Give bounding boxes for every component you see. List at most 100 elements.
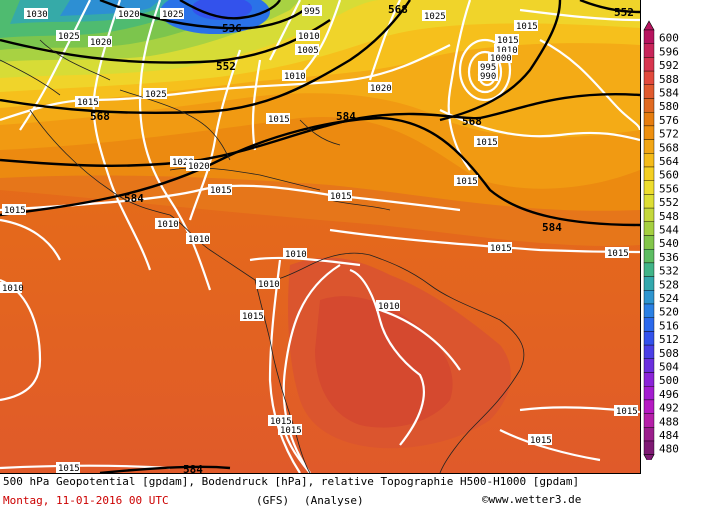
scale-swatch bbox=[643, 440, 655, 455]
scale-swatch bbox=[643, 70, 655, 85]
weather-map: 1030 1020 1025 1025 1020 995 1025 1015 1… bbox=[0, 0, 641, 474]
isobar-label: 1015 bbox=[77, 98, 99, 108]
isobar-label: 1010 bbox=[188, 235, 210, 245]
scale-swatch bbox=[643, 248, 655, 264]
isobar-label: 1015 bbox=[280, 426, 302, 436]
isobar-label: 1020 bbox=[188, 162, 210, 172]
isobar-label: 1015 bbox=[497, 36, 519, 46]
scale-swatch bbox=[643, 207, 655, 223]
isobar-label: 1015 bbox=[516, 22, 538, 32]
isobar-label: 1010 bbox=[378, 302, 400, 312]
scale-label: 512 bbox=[659, 333, 679, 346]
geopotential-label: 552 bbox=[216, 60, 236, 73]
scale-label: 532 bbox=[659, 265, 679, 278]
isobar-label: 1020 bbox=[90, 38, 112, 48]
scale-swatch bbox=[643, 317, 655, 332]
scale-swatch bbox=[643, 262, 655, 277]
scale-label: 536 bbox=[659, 251, 679, 264]
scale-swatch bbox=[643, 139, 655, 154]
scale-swatch bbox=[643, 276, 655, 291]
run-type: (Analyse) bbox=[304, 494, 364, 507]
scale-label: 496 bbox=[659, 388, 679, 401]
scale-label: 560 bbox=[659, 169, 679, 182]
scale-arrow-up bbox=[643, 20, 655, 31]
map-canvas: 1030 1020 1025 1025 1020 995 1025 1015 1… bbox=[0, 0, 640, 473]
isobar-label: 1015 bbox=[58, 464, 80, 473]
isobar-label: 1015 bbox=[210, 186, 232, 196]
isobar-labels: 1030 1020 1025 1025 1020 995 1025 1015 1… bbox=[0, 5, 638, 473]
scale-swatch bbox=[643, 125, 655, 140]
geopotential-label: 584 bbox=[124, 192, 144, 205]
scale-swatch bbox=[643, 235, 655, 250]
geopotential-label: 568 bbox=[462, 115, 482, 128]
scale-swatch bbox=[643, 98, 655, 113]
map-date: Montag, 11-01-2016 00 UTC bbox=[3, 494, 169, 507]
color-scale-legend: 600 596 592 588 584 580 576 572 568 564 560 556 552 5… bbox=[640, 20, 704, 465]
scale-label: 484 bbox=[659, 429, 679, 442]
isobar-label: 1025 bbox=[162, 10, 184, 20]
isobar-label: 1000 bbox=[490, 54, 512, 64]
scale-swatch bbox=[643, 344, 655, 360]
scale-swatch bbox=[643, 413, 655, 428]
scale-label: 580 bbox=[659, 100, 679, 113]
geopotential-label: 568 bbox=[90, 110, 110, 123]
geopotential-labels: 536 552 568 568 584 584 552 568 584 584 bbox=[90, 3, 634, 473]
scale-label: 552 bbox=[659, 196, 679, 209]
geopotential-label: 568 bbox=[388, 3, 408, 16]
isobar-label: 1015 bbox=[456, 177, 478, 187]
isobar-label: 1025 bbox=[58, 32, 80, 42]
scale-label: 488 bbox=[659, 415, 679, 428]
geopotential-label: 552 bbox=[614, 6, 634, 19]
isobar-label: 1025 bbox=[145, 90, 167, 100]
field-520 bbox=[192, 0, 252, 20]
isobar-label: 1015 bbox=[476, 138, 498, 148]
scale-label: 516 bbox=[659, 319, 679, 332]
scale-swatch bbox=[643, 180, 655, 195]
scale-swatch bbox=[643, 331, 655, 346]
scale-swatch bbox=[643, 290, 655, 305]
scale-label: 556 bbox=[659, 182, 679, 195]
isobar-label: 1015 bbox=[268, 115, 290, 125]
isobar-label: 1030 bbox=[26, 10, 48, 20]
isobar-label: 1015 bbox=[270, 417, 292, 427]
geopotential-lines bbox=[0, 0, 640, 473]
isobar-label: 1010 bbox=[157, 220, 179, 230]
scale-swatch bbox=[643, 372, 655, 387]
scale-label: 492 bbox=[659, 402, 679, 415]
scale-label: 592 bbox=[659, 59, 679, 72]
scale-label: 500 bbox=[659, 374, 679, 387]
isobar-label: 1015 bbox=[490, 244, 512, 254]
isobar-label: 995 bbox=[304, 7, 320, 17]
isobar-label: 1015 bbox=[616, 407, 638, 417]
scale-swatch bbox=[643, 57, 655, 72]
scale-swatch bbox=[643, 29, 655, 44]
scale-label: 564 bbox=[659, 155, 679, 168]
isobar-lines bbox=[0, 0, 640, 473]
scale-label: 572 bbox=[659, 128, 679, 141]
scale-label: 596 bbox=[659, 45, 679, 58]
isobar-label: 1025 bbox=[424, 12, 446, 22]
isobar-label: 995 bbox=[480, 63, 496, 73]
isobar-label: 1020 bbox=[172, 158, 194, 168]
scale-swatch bbox=[643, 303, 655, 318]
scale-label: 508 bbox=[659, 347, 679, 360]
copyright-credit[interactable]: ©www.wetter3.de bbox=[482, 493, 582, 506]
geopotential-label: 584 bbox=[542, 221, 562, 234]
scale-swatch bbox=[643, 84, 655, 99]
scale-swatch bbox=[643, 194, 655, 209]
scale-label: 576 bbox=[659, 114, 679, 127]
scale-swatch bbox=[643, 358, 655, 373]
isobar-label: 1015 bbox=[242, 312, 264, 322]
isobar-label: 1015 bbox=[4, 206, 26, 216]
scale-label: 600 bbox=[659, 32, 679, 45]
map-description: 500 hPa Geopotential [gpdam], Bodendruck… bbox=[3, 475, 580, 488]
isobar-label: 1010 bbox=[284, 72, 306, 82]
isobar-label: 1010 bbox=[258, 280, 280, 290]
isobar-label: 1010 bbox=[496, 46, 518, 56]
isobar-label: 1015 bbox=[607, 249, 629, 259]
scale-swatch bbox=[643, 221, 655, 236]
isobar-label: 1010 bbox=[2, 284, 24, 294]
isobar-label: 1015 bbox=[330, 192, 352, 202]
scale-label: 568 bbox=[659, 141, 679, 154]
geopotential-label: 536 bbox=[222, 22, 242, 35]
